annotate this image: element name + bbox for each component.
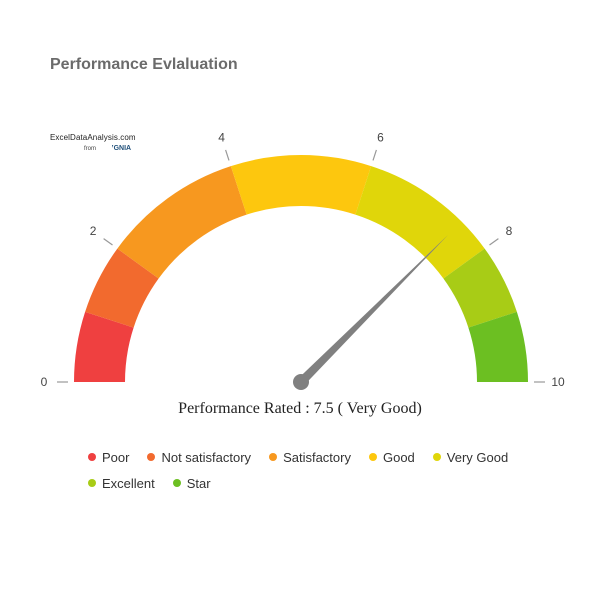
legend-item[interactable]: Very Good [432,449,509,465]
legend-marker [88,479,96,487]
gauge-needle-hub [293,374,309,390]
logo-from-text: from ʼGNIA [84,145,150,152]
gauge-needle [297,234,449,386]
gauge-tick-label: 0 [41,375,48,389]
chart-title: Performance Evlaluation [50,56,238,73]
gauge-band-good [230,155,372,215]
gauge-tick-mark [372,149,377,161]
legend-item[interactable]: Not satisfactory [147,449,251,465]
legend-label: Good [382,449,415,465]
legend-item[interactable]: Good [368,449,415,465]
gauge-tick-label: 2 [90,224,97,238]
legend-label: Star [186,475,211,491]
legend-marker [269,453,278,461]
logo-site-text: ExcelDataAnalysis.com [50,133,136,142]
gauge-band-star [468,311,528,382]
gauge-band-satisfactory [117,166,247,279]
legend-label: Poor [102,449,130,465]
gauge-tick-label: 4 [218,131,225,145]
chart-legend: Poor Not satisfactory Satisfactory Good Very… [88,449,528,491]
legend-item[interactable]: Poor [88,449,129,465]
gauge-band-very-good [355,166,485,279]
legend-label: Very Good [446,449,509,465]
gauge-caption: Performance Rated : 7.5 ( Very Good) [178,400,422,417]
legend-item[interactable]: Satisfactory [269,449,351,465]
gauge-tick-mark [225,149,230,161]
gauge-tick-label: 6 [377,131,384,145]
brand-logo: ExcelDataAnalysis.com from ʼGNIA [50,133,150,152]
legend-item[interactable]: Star [172,475,211,491]
gauge-tick-label: 10 [551,375,565,389]
legend-marker [432,453,441,461]
gauge-tick-mark [489,238,499,246]
logo-brand-text: ʼGNIA [111,145,132,152]
legend-label: Not satisfactory [161,449,252,465]
legend-label: Excellent [102,475,155,491]
legend-marker [88,453,96,461]
gauge-tick-label: 8 [506,224,513,238]
legend-marker [172,479,181,487]
logo-from-label: from [84,146,96,152]
gauge-band-poor [74,311,134,382]
legend-marker [368,453,377,461]
gauge-band-excellent [443,248,517,328]
legend-label: Satisfactory [283,449,351,465]
legend-item[interactable]: Excellent [88,475,155,491]
gauge-tick-mark [103,238,113,246]
legend-marker [147,453,156,461]
gauge-band-not-satisfactory [85,248,159,328]
